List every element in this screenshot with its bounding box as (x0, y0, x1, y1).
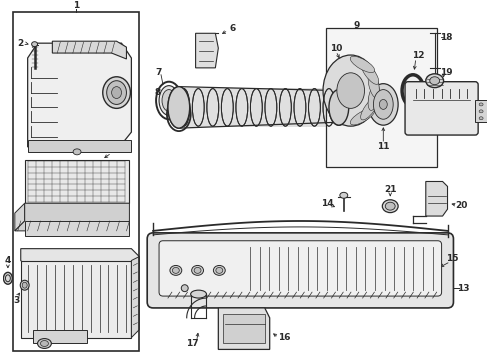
Text: 3: 3 (14, 296, 20, 305)
Ellipse shape (368, 83, 379, 111)
Text: 2: 2 (18, 39, 24, 48)
Text: 14: 14 (320, 199, 333, 208)
Text: 16: 16 (278, 333, 291, 342)
Ellipse shape (162, 90, 176, 111)
Text: 6: 6 (229, 24, 235, 33)
Text: 9: 9 (353, 21, 360, 30)
Ellipse shape (191, 290, 206, 298)
Ellipse shape (192, 265, 203, 275)
Polygon shape (15, 203, 129, 231)
Ellipse shape (361, 97, 379, 120)
Ellipse shape (213, 265, 225, 275)
Ellipse shape (107, 81, 126, 104)
Text: 4: 4 (5, 256, 11, 265)
Ellipse shape (171, 102, 187, 127)
Ellipse shape (103, 77, 130, 108)
Polygon shape (21, 249, 139, 269)
Ellipse shape (41, 341, 49, 346)
Ellipse shape (112, 87, 122, 99)
Bar (475, 100, 487, 122)
Polygon shape (52, 41, 126, 59)
Ellipse shape (172, 267, 179, 273)
Text: 13: 13 (457, 284, 469, 293)
Ellipse shape (20, 280, 29, 290)
Ellipse shape (3, 273, 12, 284)
Bar (24, 221, 129, 236)
Ellipse shape (337, 73, 365, 108)
Ellipse shape (479, 103, 483, 106)
Ellipse shape (368, 71, 379, 98)
FancyBboxPatch shape (147, 233, 453, 308)
Ellipse shape (350, 109, 375, 125)
Ellipse shape (168, 87, 190, 128)
Bar (33, 330, 87, 343)
Ellipse shape (479, 117, 483, 120)
Polygon shape (131, 257, 139, 338)
Bar (326, 28, 437, 167)
Ellipse shape (32, 42, 38, 47)
Text: 7: 7 (155, 68, 161, 77)
Polygon shape (15, 203, 24, 231)
Text: 5: 5 (111, 145, 118, 154)
Bar (13, 12, 139, 351)
Text: 8: 8 (155, 88, 161, 97)
Text: 17: 17 (186, 339, 199, 348)
Text: 15: 15 (446, 254, 459, 263)
Ellipse shape (350, 56, 375, 73)
Ellipse shape (216, 267, 223, 273)
Ellipse shape (402, 75, 424, 107)
Ellipse shape (329, 90, 349, 125)
FancyBboxPatch shape (159, 241, 441, 296)
Ellipse shape (379, 99, 387, 109)
Ellipse shape (430, 77, 440, 85)
Ellipse shape (38, 338, 51, 348)
Ellipse shape (170, 265, 182, 275)
Bar (179, 87, 339, 127)
Polygon shape (426, 181, 447, 216)
Ellipse shape (368, 84, 398, 125)
Text: 19: 19 (440, 68, 453, 77)
Text: 1: 1 (73, 1, 79, 10)
Ellipse shape (168, 87, 190, 128)
FancyBboxPatch shape (405, 82, 478, 135)
Ellipse shape (373, 90, 393, 119)
Ellipse shape (361, 61, 379, 84)
Ellipse shape (426, 74, 443, 87)
Ellipse shape (329, 90, 349, 125)
Ellipse shape (194, 267, 201, 273)
Text: 11: 11 (377, 143, 390, 152)
Ellipse shape (159, 86, 179, 115)
Bar (24, 160, 129, 203)
Polygon shape (27, 43, 131, 147)
Ellipse shape (340, 192, 348, 198)
Text: 10: 10 (330, 44, 342, 53)
Text: 12: 12 (412, 50, 424, 59)
Ellipse shape (385, 202, 395, 210)
Ellipse shape (382, 200, 398, 213)
Bar (21, 261, 131, 338)
Ellipse shape (22, 282, 27, 288)
Polygon shape (196, 33, 219, 68)
Polygon shape (219, 308, 270, 350)
Text: 18: 18 (441, 33, 453, 42)
Bar (27, 140, 131, 152)
Text: 20: 20 (455, 201, 467, 210)
Bar (223, 314, 265, 343)
Ellipse shape (479, 110, 483, 113)
Ellipse shape (323, 55, 378, 126)
Text: 21: 21 (384, 185, 396, 194)
Ellipse shape (181, 285, 188, 292)
Ellipse shape (73, 149, 81, 155)
